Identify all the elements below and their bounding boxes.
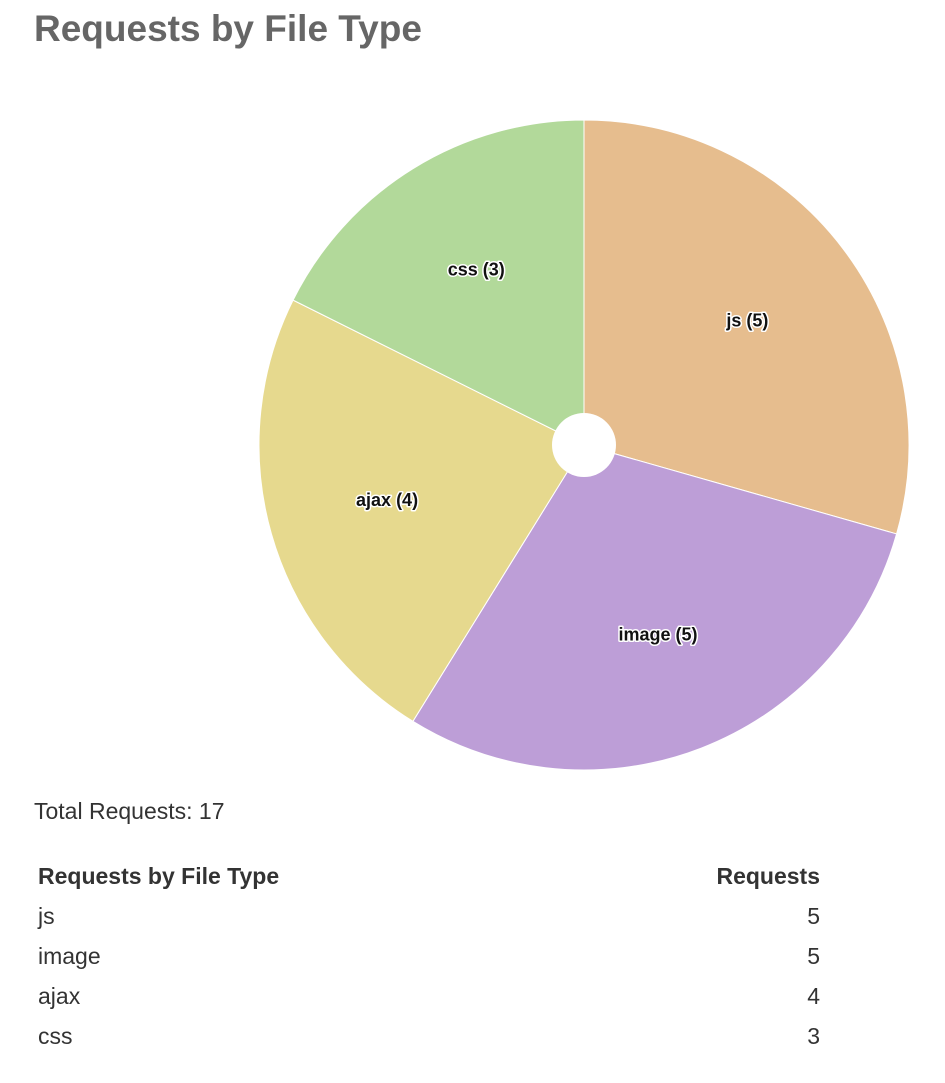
total-requests: Total Requests: 17 xyxy=(34,798,225,824)
pie-slice-js xyxy=(583,119,910,535)
pie-label-css: css (3) xyxy=(448,260,505,280)
cell-file-type: image xyxy=(38,942,101,969)
table-row: image 5 xyxy=(34,936,824,976)
table-header-row: Requests by File Type Requests xyxy=(34,856,824,896)
table-row: js 5 xyxy=(34,896,824,936)
header-requests: Requests xyxy=(716,862,820,889)
pie-center-hole xyxy=(552,413,616,477)
requests-table: Requests by File Type Requests js 5 imag… xyxy=(34,856,824,1056)
pie-slice-ajax xyxy=(258,299,585,723)
pie-label-image: image (5) xyxy=(618,625,697,645)
table-row: ajax 4 xyxy=(34,976,824,1016)
cell-requests: 5 xyxy=(807,902,820,929)
cell-requests: 5 xyxy=(807,942,820,969)
pie-slices xyxy=(258,119,910,771)
cell-file-type: js xyxy=(38,902,55,929)
pie-chart: js (5) image (5) ajax (4) css (3) xyxy=(258,119,910,771)
pie-slice-css xyxy=(292,119,585,446)
pie-labels: js (5) image (5) ajax (4) css (3) xyxy=(355,258,770,646)
header-file-type: Requests by File Type xyxy=(38,862,280,889)
cell-file-type: css xyxy=(38,1022,73,1049)
page-title: Requests by File Type xyxy=(34,8,422,49)
table-row: css 3 xyxy=(34,1016,824,1056)
cell-requests: 3 xyxy=(807,1022,820,1049)
pie-label-ajax: ajax (4) xyxy=(356,490,418,510)
cell-requests: 4 xyxy=(807,982,820,1009)
pie-label-js: js (5) xyxy=(725,310,768,330)
cell-file-type: ajax xyxy=(38,982,81,1009)
